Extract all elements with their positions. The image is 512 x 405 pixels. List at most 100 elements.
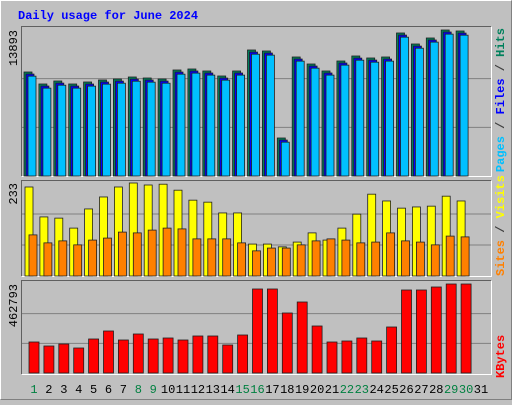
bar [222,238,232,277]
bar [87,85,96,177]
x-tick-label: 23 [355,383,369,397]
bar [414,47,424,177]
bar [252,288,263,374]
bar [429,41,439,177]
bar [296,244,306,277]
bar [42,87,52,177]
x-tick-label: 2 [45,383,52,397]
bar [415,241,425,277]
bar [460,283,472,374]
bar [57,84,67,177]
bar [385,60,395,177]
x-tick-label: 21 [325,383,339,397]
bar [266,247,276,277]
bar [132,333,144,374]
legend-entry: Pages [494,136,508,172]
panel-border-dark [21,180,492,277]
bar [326,238,336,277]
y-tick-label: 233 [7,183,21,205]
bar [58,343,70,374]
x-tick-label: 12 [191,383,205,397]
bar [281,312,293,374]
x-tick-label: 10 [161,383,175,397]
bar [73,347,85,374]
bar [401,240,410,277]
x-tick-label: 22 [340,383,354,397]
legend-entry: KBytes [494,335,508,378]
bar [176,73,186,177]
bar [192,335,204,374]
bar [118,231,127,277]
legend-separator: / [494,57,508,79]
bar [28,341,40,374]
x-tick-label: 3 [60,383,67,397]
bar [371,241,381,277]
bar [401,289,412,374]
bar [370,61,380,177]
bar [295,60,305,177]
x-tick-label: 18 [280,383,294,397]
bar [355,59,365,177]
x-tick-label: 27 [414,383,428,397]
bar [415,289,427,374]
bar [118,339,129,374]
x-tick-label: 28 [429,383,443,397]
bar [326,341,338,374]
bar [161,82,171,177]
x-tick-label: 7 [120,383,127,397]
panel-border-light [21,180,492,277]
bar [252,250,261,277]
x-tick-label: 16 [250,383,264,397]
bar [265,54,275,177]
x-tick-label: 5 [90,383,97,397]
bar [162,227,172,277]
bar [236,74,246,177]
x-tick-label: 9 [150,383,157,397]
legend: Pages / Files / Hits [494,28,508,172]
y-tick-label: 462793 [7,284,21,327]
bar [280,141,290,177]
bar [356,242,366,277]
bar [400,36,409,177]
panel-border-light [21,280,492,375]
bar [147,229,157,277]
x-tick-label: 6 [105,383,112,397]
x-tick-label: 1 [30,383,37,397]
bar [131,80,141,177]
x-tick-label: 15 [235,383,249,397]
bar [296,301,308,374]
legend-separator: / [494,218,508,240]
bar [88,239,97,277]
bar [445,283,457,374]
x-tick-label: 24 [369,383,383,397]
bar [102,83,111,177]
bar [460,236,470,277]
legend-entry: Visits [494,175,508,218]
bar [146,81,156,177]
panel-border-dark [21,26,492,177]
y-tick-label: 13893 [7,30,21,66]
x-tick-label: 31 [474,383,488,397]
bar [27,75,37,177]
bar [237,242,247,277]
bar [191,72,201,177]
x-tick-label: 17 [265,383,279,397]
bar [162,337,174,374]
chart-title: Daily usage for June 2024 [18,9,198,23]
x-tick-label: 13 [206,383,220,397]
bar [237,334,249,374]
bar [251,53,260,177]
legend: KBytes [494,335,508,378]
bar [311,325,323,374]
bar [222,344,234,374]
bar [386,232,396,277]
bar [207,238,217,277]
legend: Sites / Visits [494,175,508,276]
bar [310,67,320,177]
legend-entry: Files [494,78,508,114]
bar [132,232,142,277]
legend-entry: Hits [494,28,508,57]
x-tick-label: 11 [176,383,190,397]
bar [340,64,350,177]
